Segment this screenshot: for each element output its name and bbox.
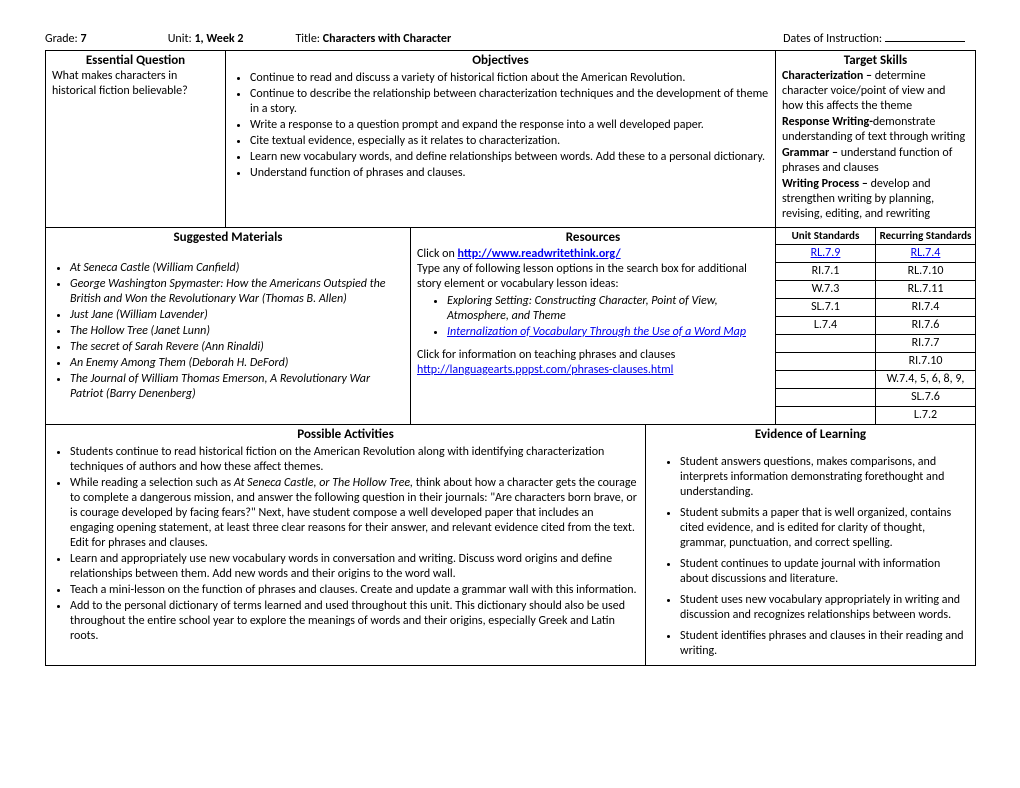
materials-cell: Suggested Materials At Seneca Castle (Wi… (46, 228, 411, 424)
obj-title: Objectives (232, 53, 769, 69)
res-link1[interactable]: http://www.readwritethink.org/ (458, 247, 621, 261)
act2i: At Seneca Castle, or The Hollow Tree, (234, 476, 416, 490)
obj-item: Understand function of phrases and claus… (250, 166, 769, 181)
std: RL.7.11 (876, 281, 976, 299)
mat-title: Suggested Materials (52, 230, 404, 246)
std: RI.7.10 (876, 353, 976, 371)
unit-label: Unit: (168, 32, 192, 46)
evidence-cell: Evidence of Learning Student answers que… (646, 425, 976, 666)
grade-label: Grade: (45, 32, 78, 46)
res-clickinfo: Click for information on teaching phrase… (417, 348, 769, 363)
std: SL.7.1 (776, 299, 876, 317)
std: RI.7.7 (876, 335, 976, 353)
dates-blank (885, 30, 965, 42)
std-recur-head: Recurring Standards (876, 228, 976, 244)
act-item: While reading a selection such as At Sen… (70, 476, 639, 551)
ev-item: Student answers questions, makes compari… (680, 455, 969, 500)
std: RI.7.6 (876, 317, 976, 335)
std: SL.7.6 (876, 389, 976, 407)
title-val: Characters with Character (323, 32, 452, 46)
std: RL.7.4 (911, 246, 941, 260)
obj-item: Write a response to a question prompt an… (250, 118, 769, 133)
dates-label: Dates of Instruction: (783, 32, 882, 46)
mat-item: The Hollow Tree (Janet Lunn) (70, 324, 404, 339)
row2-table: Suggested Materials At Seneca Castle (Wi… (45, 228, 976, 425)
std: L.7.4 (776, 317, 876, 335)
skills-title: Target Skills (782, 53, 969, 69)
act-item: Add to the personal dictionary of terms … (70, 599, 639, 644)
skill-wp-b: Writing Process – (782, 177, 871, 191)
skill-gram-b: Grammar – (782, 146, 841, 160)
mat-item: George Washington Spymaster: How the Ame… (70, 277, 404, 307)
act-item: Teach a mini-lesson on the function of p… (70, 583, 639, 598)
grade-val: 7 (80, 32, 86, 46)
eq-body: What makes characters in historical fict… (52, 69, 188, 98)
res-sub1: Exploring Setting: Constructing Characte… (447, 294, 769, 324)
essential-question-cell: Essential Question What makes characters… (46, 51, 226, 228)
ev-item: Student identifies phrases and clauses i… (680, 629, 969, 659)
std: L.7.2 (876, 407, 976, 425)
act2a: While reading a selection such as (70, 476, 234, 490)
mat-item: An Enemy Among Them (Deborah H. DeFord) (70, 356, 404, 371)
std: RL.7.9 (811, 246, 841, 260)
res-sub2[interactable]: Internalization of Vocabulary Through th… (447, 325, 746, 339)
ev-item: Student submits a paper that is well org… (680, 506, 969, 551)
skill-resp-b: Response Writing- (782, 115, 873, 129)
title-label: Title: (295, 32, 320, 46)
ev-item: Student uses new vocabulary appropriatel… (680, 593, 969, 623)
res-title: Resources (417, 230, 769, 246)
row3-table: Possible Activities Students continue to… (45, 425, 976, 666)
res-clickon: Click on (417, 247, 458, 261)
obj-item: Learn new vocabulary words, and define r… (250, 150, 769, 165)
target-skills-cell: Target Skills Characterization – determi… (776, 51, 976, 228)
std (776, 335, 876, 353)
std (776, 389, 876, 407)
resources-cell: Resources Click on http://www.readwritet… (411, 228, 776, 424)
mat-item: The secret of Sarah Revere (Ann Rinaldi) (70, 340, 404, 355)
mat-item: The Journal of William Thomas Emerson, A… (70, 372, 404, 402)
act-item: Learn and appropriately use new vocabula… (70, 552, 639, 582)
obj-item: Cite textual evidence, especially as it … (250, 134, 769, 149)
obj-item: Continue to describe the relationship be… (250, 87, 769, 117)
std: RI.7.4 (876, 299, 976, 317)
std (776, 371, 876, 389)
ev-item: Student continues to update journal with… (680, 557, 969, 587)
activities-cell: Possible Activities Students continue to… (46, 425, 646, 666)
std: W.7.3 (776, 281, 876, 299)
obj-item: Continue to read and discuss a variety o… (250, 71, 769, 86)
act-title: Possible Activities (52, 427, 639, 443)
act-item: Students continue to read historical fic… (70, 445, 639, 475)
res-typeany: Type any of following lesson options in … (417, 262, 769, 292)
unit-val: 1, Week 2 (194, 32, 243, 46)
std: RL.7.10 (876, 263, 976, 281)
std (776, 353, 876, 371)
res-link2[interactable]: http://languagearts.pppst.com/phrases-cl… (417, 363, 673, 377)
std (776, 407, 876, 425)
std: RI.7.1 (776, 263, 876, 281)
header-line: Grade: 7 Unit: 1, Week 2 Title: Characte… (45, 30, 975, 46)
eq-title: Essential Question (52, 53, 219, 69)
mat-item: Just Jane (William Lavender) (70, 308, 404, 323)
skill-char-b: Characterization – (782, 69, 875, 83)
row1-table: Essential Question What makes characters… (45, 50, 976, 228)
objectives-cell: Objectives Continue to read and discuss … (226, 51, 776, 228)
std-unit-head: Unit Standards (776, 228, 876, 244)
mat-item: At Seneca Castle (William Canfield) (70, 261, 404, 276)
ev-title: Evidence of Learning (652, 427, 969, 443)
std: W.7.4, 5, 6, 8, 9, (876, 371, 976, 389)
